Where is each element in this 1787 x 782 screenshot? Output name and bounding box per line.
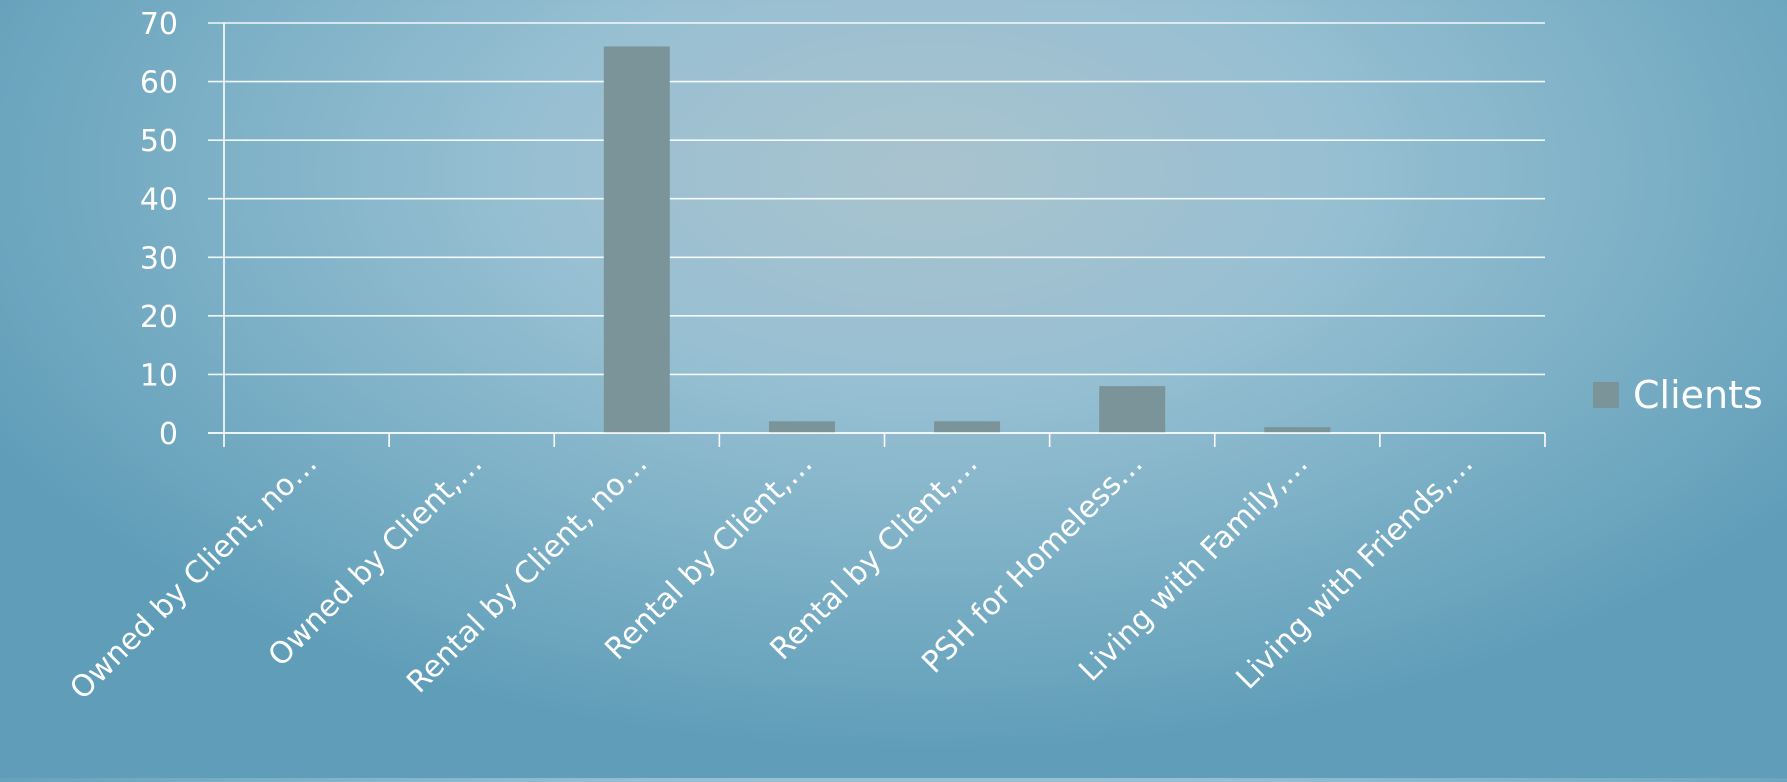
bars bbox=[603, 46, 1331, 434]
gridlines bbox=[208, 22, 1545, 434]
y-tick-label: 10 bbox=[140, 358, 178, 393]
legend-label: Clients bbox=[1633, 373, 1763, 417]
bar bbox=[768, 421, 835, 433]
y-tick-label: 30 bbox=[140, 241, 178, 276]
axes bbox=[208, 23, 1546, 447]
bar bbox=[1099, 386, 1166, 433]
y-tick-label: 20 bbox=[140, 300, 178, 335]
y-tick-labels: 0 10 20 30 40 50 60 70 bbox=[140, 7, 178, 452]
y-tick-label: 60 bbox=[140, 66, 178, 101]
y-tick-label: 0 bbox=[159, 417, 178, 452]
x-category-labels: Owned by Client, no…Owned by Client,…Ren… bbox=[63, 446, 1480, 707]
y-tick-label: 40 bbox=[140, 183, 178, 218]
y-tick-label: 50 bbox=[140, 124, 178, 159]
y-tick-label: 70 bbox=[140, 7, 178, 42]
legend: Clients bbox=[1593, 373, 1763, 417]
bar bbox=[934, 421, 1001, 433]
bar bbox=[603, 46, 670, 434]
bar bbox=[1264, 427, 1331, 433]
legend-swatch bbox=[1593, 382, 1619, 408]
